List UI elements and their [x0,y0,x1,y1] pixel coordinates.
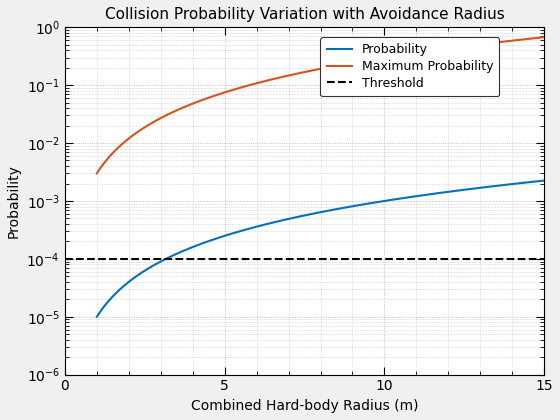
Probability [401,195,408,200]
Line: Maximum Probability: Maximum Probability [97,37,544,173]
Maximum Probability [442,46,449,51]
Probability [139,270,146,275]
Probability [442,189,449,194]
Line: Probability: Probability [97,181,544,317]
Maximum Probability [291,72,297,77]
Maximum Probability [274,76,281,81]
Probability [450,189,457,194]
Maximum Probability [541,34,548,39]
Y-axis label: Probability: Probability [7,164,21,238]
Maximum Probability [401,52,408,57]
Probability [274,219,281,224]
Probability [94,314,100,319]
Maximum Probability [450,45,457,50]
Maximum Probability [139,126,146,131]
Legend: Probability, Maximum Probability, Threshold: Probability, Maximum Probability, Thresh… [320,37,500,96]
X-axis label: Combined Hard-body Radius (m): Combined Hard-body Radius (m) [191,399,418,413]
Maximum Probability [94,171,100,176]
Title: Collision Probability Variation with Avoidance Radius: Collision Probability Variation with Avo… [105,7,505,22]
Probability [291,215,297,220]
Threshold [94,256,100,261]
Threshold [62,256,68,261]
Probability [541,178,548,183]
